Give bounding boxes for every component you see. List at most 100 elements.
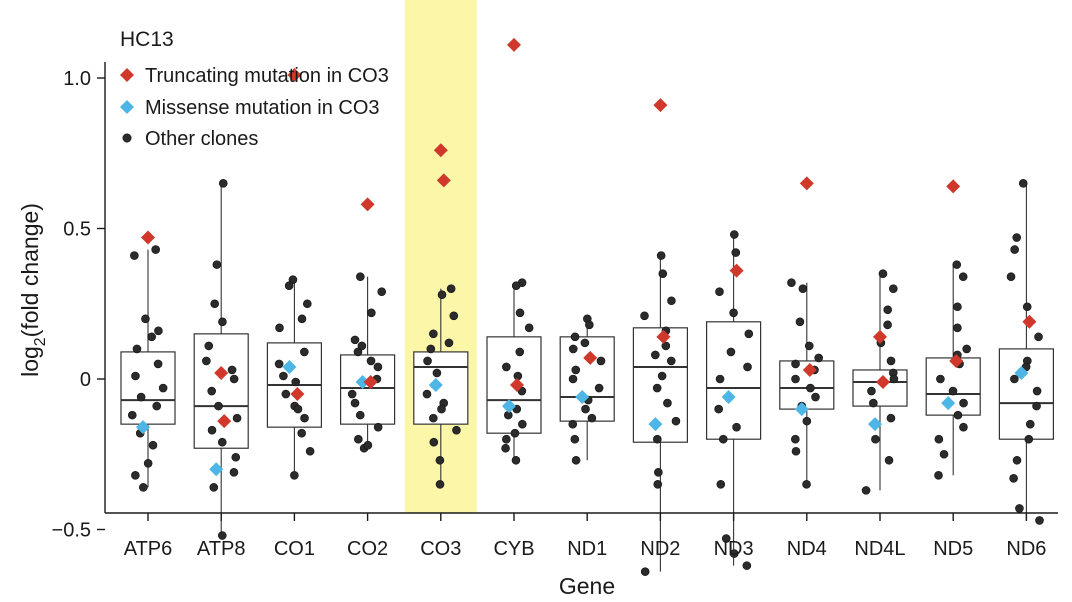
point-truncating <box>799 176 814 191</box>
point-other <box>791 434 800 444</box>
point-other <box>653 434 662 444</box>
point-other <box>652 383 662 393</box>
point-other <box>869 398 878 408</box>
point-other <box>300 347 309 357</box>
point-other <box>596 356 606 366</box>
point-other <box>959 422 968 432</box>
y-tick-label: 0.5 <box>63 219 91 241</box>
point-other <box>446 284 456 294</box>
point-other <box>207 425 217 435</box>
point-other <box>1032 386 1042 396</box>
point-other <box>952 260 962 269</box>
point-other <box>1032 401 1041 411</box>
point-other <box>953 410 963 420</box>
point-other <box>726 347 736 357</box>
point-other <box>353 347 363 357</box>
point-other <box>363 440 373 450</box>
point-other <box>148 440 158 450</box>
point-other <box>654 468 663 477</box>
point-other <box>744 329 754 339</box>
point-other <box>217 531 227 540</box>
point-other <box>959 398 968 408</box>
point-other <box>136 392 146 402</box>
point-other <box>936 374 945 384</box>
point-other <box>130 251 139 260</box>
point-other <box>217 437 227 447</box>
point-other <box>889 284 898 294</box>
legend-marker-other <box>122 133 132 143</box>
point-other <box>878 269 888 278</box>
point-other <box>501 443 510 453</box>
point-other <box>721 534 731 543</box>
point-other <box>423 356 432 366</box>
point-other <box>158 383 168 393</box>
point-truncating <box>214 365 229 380</box>
point-missense <box>502 399 516 414</box>
point-other <box>802 416 812 426</box>
point-other <box>811 392 820 402</box>
legend-label-other: Other clones <box>145 128 258 150</box>
point-other <box>449 311 459 321</box>
point-truncating <box>141 230 155 245</box>
point-truncating <box>433 143 448 158</box>
point-truncating <box>287 67 302 82</box>
point-missense <box>941 396 956 411</box>
point-truncating <box>653 98 668 113</box>
point-other <box>570 332 580 342</box>
axes-layer <box>104 62 1058 514</box>
x-tick-label: CO1 <box>274 538 315 560</box>
point-other <box>787 278 796 287</box>
point-other <box>1024 434 1034 444</box>
point-other <box>210 299 219 309</box>
point-other <box>568 344 578 354</box>
point-other <box>274 359 284 369</box>
point-missense <box>1014 365 1029 380</box>
legend-marker-truncating <box>120 68 134 82</box>
point-other <box>153 359 163 369</box>
box-nd4l <box>852 369 908 407</box>
point-other <box>653 480 663 489</box>
point-missense <box>575 390 590 405</box>
point-other <box>350 335 360 345</box>
point-other <box>151 245 160 254</box>
box-nd5 <box>925 357 981 416</box>
point-other <box>671 416 681 426</box>
point-other <box>288 275 298 284</box>
point-other <box>429 413 438 423</box>
point-other <box>232 413 242 423</box>
point-other <box>154 326 163 336</box>
point-other <box>886 356 896 366</box>
point-other <box>658 269 668 278</box>
point-other <box>1010 374 1019 384</box>
point-other <box>651 350 660 360</box>
point-other <box>437 404 446 414</box>
x-tick-label: ATP6 <box>124 538 173 560</box>
x-axis-title: Gene <box>559 573 615 599</box>
point-other <box>218 317 227 327</box>
point-other <box>354 434 363 444</box>
point-other <box>729 549 739 558</box>
point-truncating <box>217 414 232 429</box>
y-axis-title: log2(fold change) <box>17 203 49 377</box>
point-other <box>511 455 521 465</box>
point-truncating <box>510 378 524 393</box>
point-missense <box>428 378 443 393</box>
point-truncating <box>876 375 890 390</box>
x-tick-label: CO2 <box>347 538 388 560</box>
points-layer <box>127 37 1044 576</box>
x-tick-label: ATP8 <box>197 538 246 560</box>
point-other <box>571 365 581 375</box>
point-other <box>143 458 153 468</box>
point-other <box>511 281 521 290</box>
point-other <box>581 404 590 414</box>
point-other <box>132 344 142 354</box>
y-tick-label: −0.5 <box>52 520 91 542</box>
point-truncating <box>949 353 964 368</box>
point-truncating <box>873 329 887 344</box>
point-missense <box>721 390 736 405</box>
point-other <box>429 437 439 447</box>
point-other <box>791 374 800 384</box>
legend: Truncating mutation in CO3 Missense muta… <box>120 65 389 150</box>
box-atp8 <box>193 333 249 449</box>
point-other <box>883 320 892 330</box>
